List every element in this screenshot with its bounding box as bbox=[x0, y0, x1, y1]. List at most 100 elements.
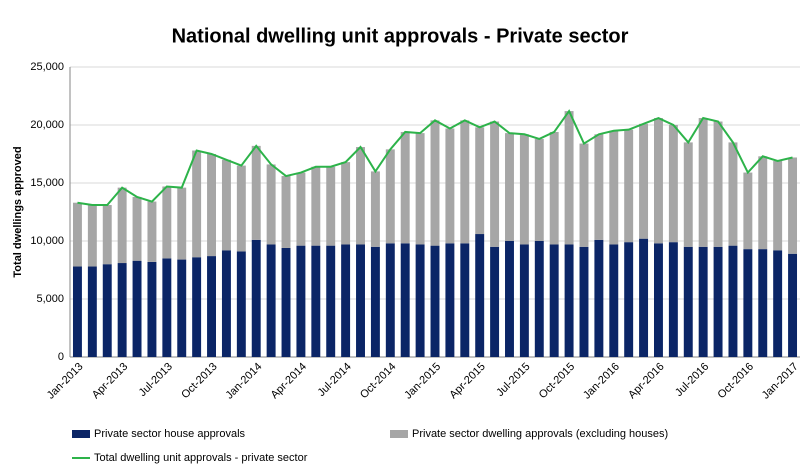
x-tick-label: Jul-2013 bbox=[137, 361, 175, 399]
bar bbox=[624, 129, 634, 243]
bar bbox=[758, 156, 768, 250]
bar bbox=[117, 187, 127, 264]
bar bbox=[251, 239, 261, 357]
line bbox=[77, 109, 793, 207]
bar bbox=[385, 149, 395, 244]
bar bbox=[311, 245, 321, 357]
bar bbox=[594, 239, 604, 357]
bar bbox=[147, 201, 157, 262]
bar bbox=[341, 162, 351, 245]
x-tick-label: Jan-2014 bbox=[223, 361, 264, 402]
bar bbox=[788, 157, 798, 254]
bar bbox=[221, 159, 231, 251]
y-tick-label: 25,000 bbox=[30, 61, 64, 73]
x-tick-label: Oct-2015 bbox=[537, 361, 577, 401]
bar bbox=[534, 138, 544, 241]
bar bbox=[326, 245, 336, 357]
bar bbox=[356, 147, 365, 245]
bar bbox=[102, 264, 112, 357]
bar bbox=[281, 176, 291, 248]
bar bbox=[549, 131, 559, 245]
x-tick-label: Apr-2013 bbox=[90, 361, 130, 401]
bar bbox=[728, 245, 738, 357]
bar bbox=[668, 125, 678, 243]
legend-swatch bbox=[72, 430, 90, 438]
bar bbox=[162, 186, 172, 259]
legend-label: Private sector house approvals bbox=[94, 428, 246, 440]
bar bbox=[609, 130, 619, 245]
bar bbox=[430, 120, 440, 246]
bar bbox=[400, 131, 410, 244]
bar bbox=[475, 127, 485, 235]
y-tick-label: 0 bbox=[58, 351, 64, 363]
y-tick-label: 5,000 bbox=[36, 293, 64, 305]
bar bbox=[534, 241, 544, 357]
bar bbox=[490, 121, 500, 247]
bar bbox=[639, 238, 649, 357]
bar bbox=[564, 111, 574, 245]
bar bbox=[594, 134, 604, 240]
bar bbox=[72, 202, 82, 267]
bar bbox=[132, 196, 142, 261]
bar bbox=[385, 243, 395, 357]
x-tick-label: Apr-2015 bbox=[447, 361, 487, 401]
bar bbox=[683, 142, 693, 247]
x-tick-label: Jul-2014 bbox=[315, 361, 353, 399]
bar bbox=[445, 128, 455, 244]
bar bbox=[251, 145, 261, 240]
bar bbox=[87, 266, 97, 357]
x-tick-label: Jan-2016 bbox=[581, 361, 622, 402]
bar bbox=[296, 245, 306, 357]
bar bbox=[743, 172, 753, 250]
bar bbox=[192, 257, 202, 357]
bar bbox=[400, 243, 410, 357]
bar bbox=[87, 205, 97, 267]
bar bbox=[683, 246, 693, 357]
bar bbox=[72, 266, 82, 357]
y-tick-label: 15,000 bbox=[30, 177, 64, 189]
bar bbox=[221, 250, 231, 357]
bar bbox=[505, 241, 514, 357]
bar bbox=[773, 160, 783, 251]
bar bbox=[430, 245, 440, 357]
bar bbox=[743, 249, 753, 357]
bar bbox=[460, 120, 470, 244]
bar bbox=[177, 187, 187, 260]
bar bbox=[519, 244, 529, 357]
bar bbox=[549, 244, 559, 357]
bar bbox=[728, 142, 738, 246]
x-tick-label: Jul-2015 bbox=[494, 361, 532, 399]
bar bbox=[639, 123, 649, 239]
x-tick-label: Jan-2015 bbox=[402, 361, 443, 402]
x-tick-label: Oct-2016 bbox=[716, 361, 756, 401]
x-tick-label: Apr-2014 bbox=[269, 361, 309, 401]
bar bbox=[132, 260, 142, 357]
bar bbox=[654, 243, 663, 357]
bar bbox=[415, 133, 425, 245]
bar bbox=[192, 150, 202, 258]
bar bbox=[579, 246, 589, 357]
bar bbox=[370, 246, 380, 357]
y-tick-label: 20,000 bbox=[30, 119, 64, 131]
bar bbox=[475, 234, 485, 357]
bar bbox=[773, 250, 783, 357]
x-tick-label: Oct-2014 bbox=[358, 361, 398, 401]
y-axis-title: Total dwellings approved bbox=[12, 146, 24, 277]
bar bbox=[698, 118, 708, 247]
bar bbox=[624, 242, 634, 357]
x-tick-label: Jul-2016 bbox=[673, 361, 711, 399]
bar bbox=[281, 247, 291, 357]
bar bbox=[505, 133, 514, 241]
bar bbox=[117, 263, 127, 357]
bar bbox=[713, 121, 723, 247]
legend-label: Total dwelling unit approvals - private … bbox=[94, 452, 308, 464]
bar bbox=[698, 246, 708, 357]
bar bbox=[668, 242, 678, 357]
bar bbox=[236, 165, 246, 252]
bar bbox=[713, 246, 723, 357]
bar bbox=[445, 243, 455, 357]
bar bbox=[490, 246, 500, 357]
bar bbox=[266, 164, 276, 245]
bar bbox=[147, 261, 157, 357]
